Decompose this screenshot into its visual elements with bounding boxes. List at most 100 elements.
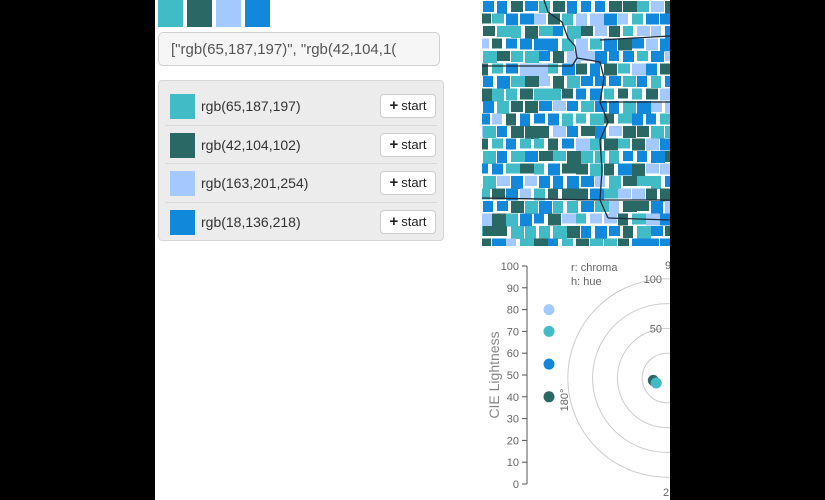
color-label: rgb(18,136,218) <box>201 213 301 230</box>
county-cell <box>534 88 548 101</box>
county-cell <box>595 76 606 86</box>
county-cell <box>511 26 521 38</box>
start-button[interactable]: + start <box>380 171 436 195</box>
color-label: rgb(42,104,102) <box>201 136 301 153</box>
county-cell <box>553 201 563 213</box>
start-button[interactable]: + start <box>380 94 436 118</box>
county-cell <box>618 13 628 25</box>
county-cell <box>590 213 602 224</box>
county-cell <box>660 63 670 75</box>
county-cell <box>553 151 566 161</box>
county-cell <box>492 188 505 200</box>
county-cell <box>665 76 670 87</box>
y-tick-label: 0 <box>513 479 519 491</box>
county-cell <box>483 76 493 87</box>
county-cell <box>567 126 578 137</box>
lightness-point[interactable] <box>543 304 555 316</box>
county-cell <box>576 63 587 75</box>
start-label: start <box>401 98 427 113</box>
county-cell <box>506 138 516 150</box>
county-cell <box>665 101 670 113</box>
county-cell <box>665 51 670 61</box>
county-cell <box>576 163 588 175</box>
county-cell <box>548 13 560 25</box>
county-cell <box>548 213 561 226</box>
county-cell <box>534 13 546 25</box>
county-cell <box>609 51 619 61</box>
county-cell <box>651 226 663 236</box>
county-cell <box>492 163 503 175</box>
county-cell <box>618 188 631 199</box>
legend-hue: h: hue <box>571 276 602 288</box>
county-cell <box>567 226 580 238</box>
county-cell <box>482 63 488 76</box>
county-cell <box>482 88 492 102</box>
county-cell <box>511 1 523 12</box>
county-cell <box>590 13 604 27</box>
county-cell <box>511 101 523 112</box>
swatch-2[interactable] <box>216 0 241 27</box>
county-cell <box>637 126 649 137</box>
state-border <box>482 197 670 201</box>
county-cell <box>595 226 607 239</box>
polar-point[interactable] <box>650 377 662 389</box>
lightness-point[interactable] <box>543 391 555 403</box>
swatch-0[interactable] <box>158 0 183 27</box>
county-cell <box>590 138 602 151</box>
swatch-1[interactable] <box>187 0 212 27</box>
lightness-point[interactable] <box>543 325 555 337</box>
lightness-point[interactable] <box>543 358 555 370</box>
county-cell <box>553 226 567 239</box>
county-cell <box>581 151 593 163</box>
county-cell <box>581 51 595 61</box>
county-cell <box>567 1 577 14</box>
angle-label-top: 9 <box>665 260 670 272</box>
county-cell <box>609 226 620 236</box>
county-cell <box>595 26 607 36</box>
county-cell <box>553 126 566 137</box>
county-cell <box>520 213 532 227</box>
county-cell <box>520 13 534 25</box>
county-cell <box>651 26 661 37</box>
y-tick-label: 80 <box>507 305 519 317</box>
start-button[interactable]: + start <box>380 132 436 157</box>
start-button[interactable]: + start <box>380 209 436 234</box>
county-cell <box>646 113 656 125</box>
county-cell <box>595 51 607 64</box>
county-cell <box>604 138 618 151</box>
county-cell <box>567 76 580 88</box>
county-cell <box>665 201 670 214</box>
county-cell <box>482 238 491 246</box>
y-tick-label: 50 <box>507 370 519 382</box>
color-label: rgb(65,187,197) <box>201 98 301 114</box>
county-cell <box>492 213 506 227</box>
county-cell <box>525 26 538 39</box>
county-cell <box>637 226 651 239</box>
county-cell <box>595 101 607 112</box>
county-cell <box>534 238 548 246</box>
county-cell <box>595 126 606 139</box>
color-array-textbox[interactable]: ["rgb(65,187,197)", "rgb(42,104,1( <box>158 32 440 66</box>
county-cell <box>511 76 525 87</box>
county-cell <box>604 188 618 199</box>
county-cell <box>660 188 670 202</box>
county-cell <box>539 1 550 13</box>
county-cell <box>482 226 483 236</box>
county-cell <box>618 113 632 124</box>
county-cell <box>651 76 661 88</box>
county-cell <box>581 1 591 12</box>
county-cell <box>632 63 646 76</box>
county-cell <box>539 201 552 214</box>
swatch-3[interactable] <box>245 0 270 27</box>
county-cell <box>632 163 645 177</box>
county-cell <box>562 13 573 26</box>
county-cell <box>618 213 628 226</box>
county-cell <box>632 138 645 151</box>
county-cell <box>576 188 588 201</box>
county-cell <box>567 26 581 39</box>
county-map <box>482 0 670 246</box>
county-cell <box>482 188 490 200</box>
county-cell <box>483 226 497 236</box>
county-cell <box>604 63 617 76</box>
county-cell <box>567 176 579 189</box>
